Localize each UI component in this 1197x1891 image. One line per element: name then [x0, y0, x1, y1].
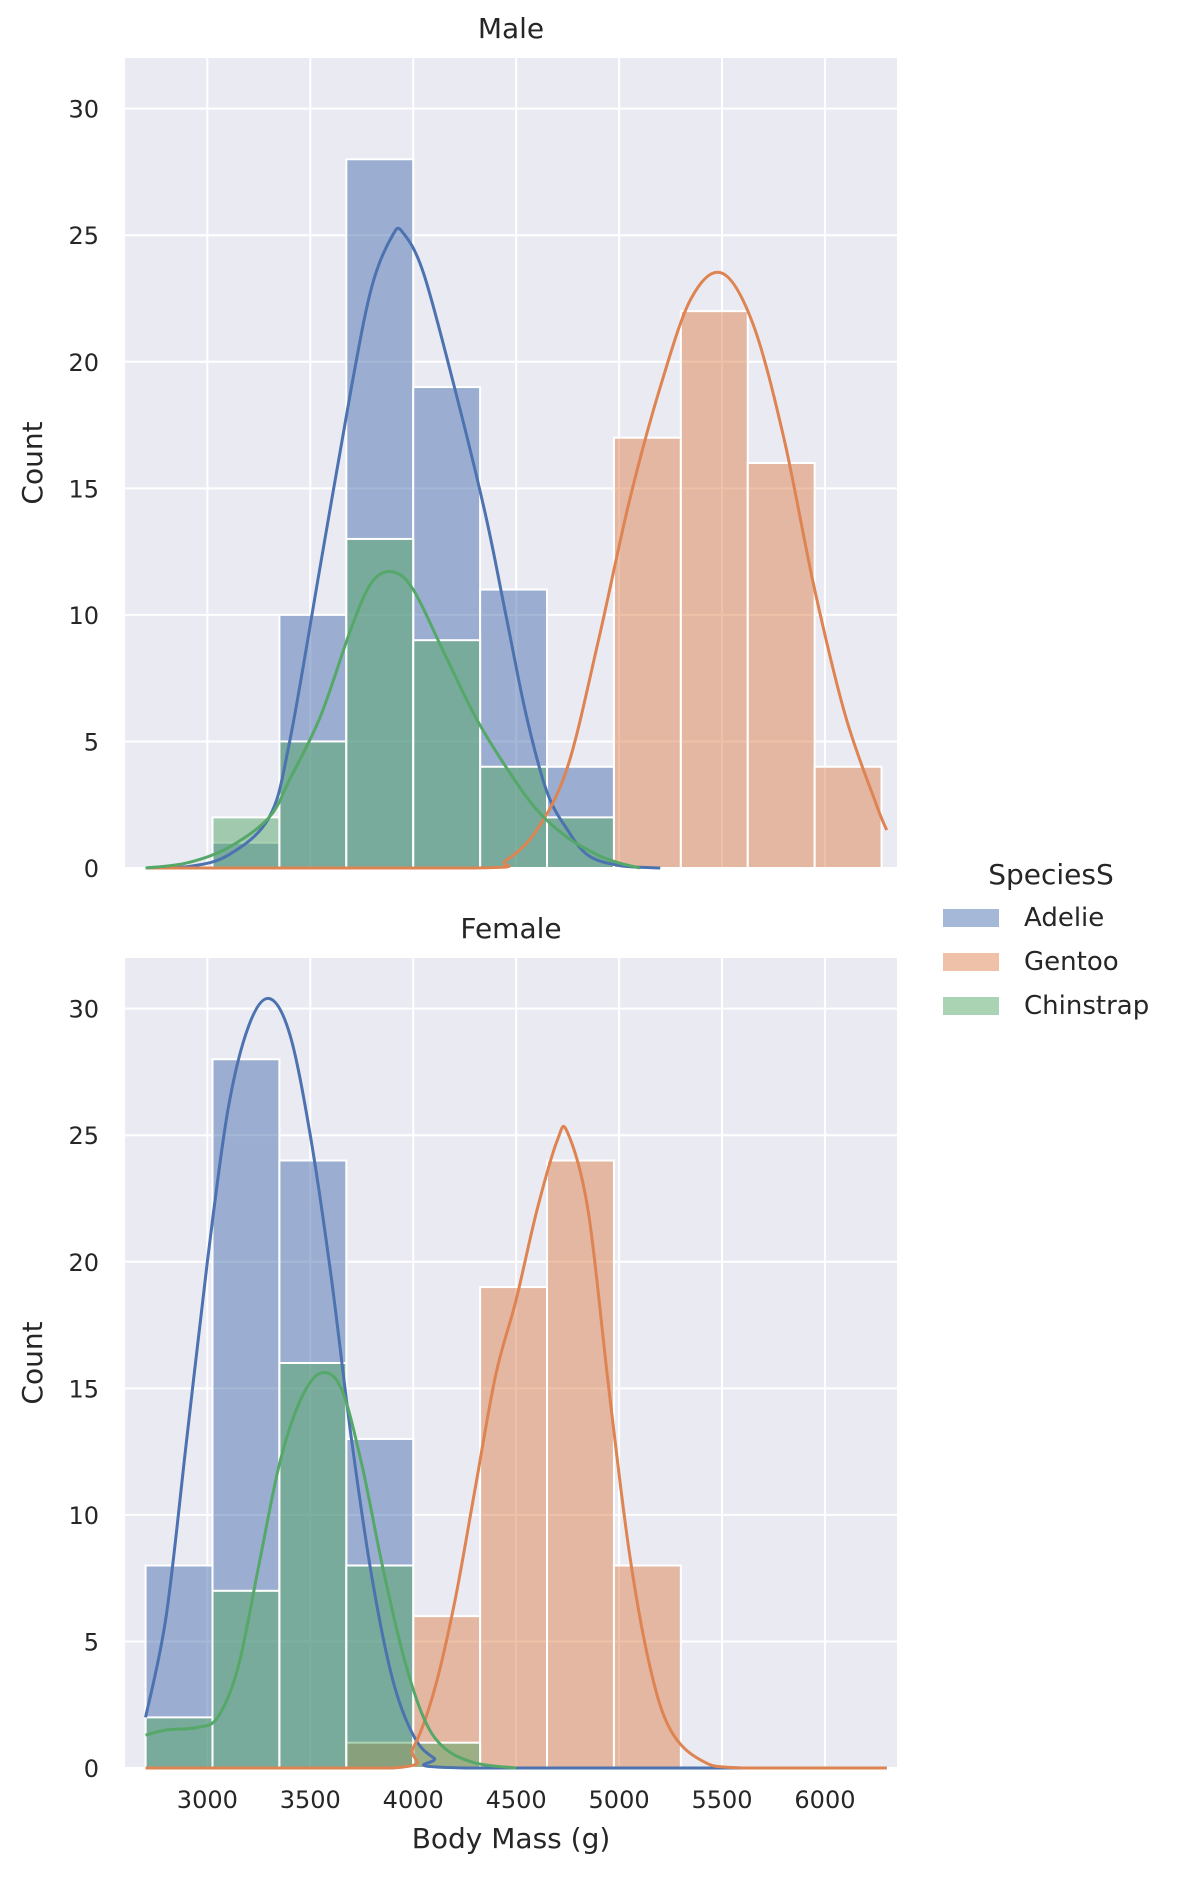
x-tick-label: 5000 [589, 1786, 650, 1814]
y-tick-label: 20 [68, 1249, 99, 1277]
y-tick-label: 10 [68, 602, 99, 630]
legend-swatch-gentoo [943, 953, 999, 971]
y-tick-label: 25 [68, 1122, 99, 1150]
y-tick-label: 30 [68, 96, 99, 124]
x-tick-label: 3000 [177, 1786, 238, 1814]
kde-line-gentoo [145, 270, 889, 870]
y-tick-label: 15 [68, 1375, 99, 1403]
bar-gentoo [479, 1286, 549, 1769]
kde-line-adelie [145, 226, 661, 870]
y-tick-label: 5 [84, 1628, 99, 1656]
legend: SpeciesS Adelie Gentoo Chinstrap [943, 858, 1149, 1021]
x-tick-label: 4500 [486, 1786, 547, 1814]
x-axis-label: Body Mass (g) [412, 1822, 611, 1855]
panel-title: Male [478, 12, 544, 45]
x-tick-label: 6000 [794, 1786, 855, 1814]
y-tick-label: 15 [68, 475, 99, 503]
bar-chinstrap [345, 1564, 415, 1769]
bar-gentoo [546, 1159, 615, 1769]
kde-line-adelie [144, 996, 887, 1770]
y-tick-label: 5 [84, 728, 99, 756]
bar-gentoo [813, 765, 883, 869]
legend-label-gentoo: Gentoo [1024, 947, 1119, 977]
x-tick-label: 5500 [691, 1786, 752, 1814]
bar-chinstrap [211, 1589, 281, 1769]
x-tick-label: 4000 [383, 1786, 444, 1814]
x-tick-label: 3500 [280, 1786, 341, 1814]
y-tick-label: 30 [68, 996, 99, 1024]
bar-gentoo [679, 310, 749, 869]
bar-chinstrap [278, 1362, 348, 1769]
bar-gentoo [612, 1564, 682, 1769]
y-tick-label: 0 [84, 855, 99, 883]
kde-line-chinstrap [145, 1370, 517, 1770]
y-tick-label: 25 [68, 222, 99, 250]
bar-chinstrap [546, 816, 615, 869]
legend-swatch-adelie [943, 909, 999, 927]
kde-curves [145, 226, 889, 870]
kde-curves [144, 996, 887, 1770]
y-axis-label: Count [16, 1321, 49, 1404]
y-tick-label: 0 [84, 1755, 99, 1783]
bar-chinstrap [479, 765, 549, 869]
bar-chinstrap [345, 537, 415, 869]
bar-chinstrap [144, 1716, 214, 1769]
kde-line-chinstrap [145, 570, 641, 870]
legend-title: SpeciesS [988, 858, 1114, 891]
panel-male: 0 5 10 15 20 25 30 Count Male [16, 12, 897, 883]
bar-gentoo [612, 436, 682, 869]
legend-label-adelie: Adelie [1024, 903, 1104, 933]
y-tick-label: 10 [68, 1502, 99, 1530]
bar-chinstrap [278, 740, 348, 869]
kde-line-gentoo [145, 1124, 887, 1770]
panel-title: Female [460, 912, 561, 945]
legend-label-chinstrap: Chinstrap [1024, 991, 1149, 1021]
y-axis-label: Count [16, 421, 49, 504]
bar-chinstrap [412, 639, 482, 869]
legend-swatch-chinstrap [943, 997, 999, 1015]
panel-female: 0 5 10 15 20 25 30 Count Female 3000 3500 4000 4500 5… [16, 912, 897, 1855]
y-tick-label: 20 [68, 349, 99, 377]
bar-gentoo [746, 462, 816, 869]
